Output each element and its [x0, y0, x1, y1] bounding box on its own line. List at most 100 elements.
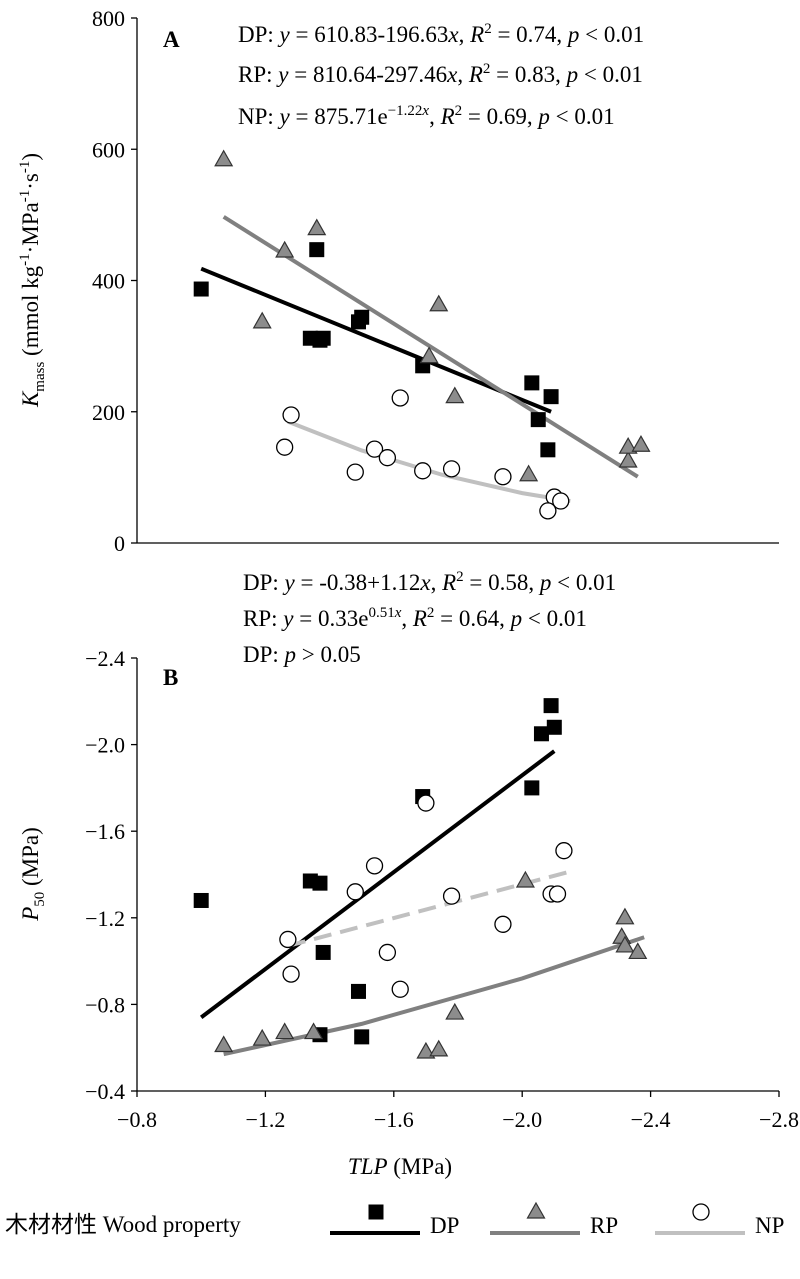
- point: [391, 389, 409, 407]
- point: [365, 440, 384, 458]
- y-axis-label: P50 (MPa): [18, 827, 48, 922]
- text-part: 2: [427, 605, 435, 621]
- point: [307, 218, 327, 236]
- equation: RP: y = 810.64-297.46x, R2 = 0.83, p < 0…: [238, 61, 643, 87]
- point: [618, 436, 638, 454]
- y-tick-label: −2.4: [85, 646, 125, 671]
- text-part: (MPa): [18, 827, 43, 892]
- x-tick-label: −0.8: [117, 1107, 157, 1132]
- point: [530, 412, 546, 428]
- point: [555, 842, 573, 860]
- text-part: 0.51: [368, 605, 394, 621]
- point: [312, 875, 328, 891]
- point: [350, 983, 366, 999]
- point: [417, 794, 435, 812]
- text-part: x: [446, 62, 458, 87]
- text-part: p: [538, 570, 552, 595]
- text-part: DP:: [238, 22, 280, 47]
- legend-label: RP: [590, 1213, 618, 1238]
- text-part: = 0.33e: [294, 606, 369, 631]
- trend-line: [287, 870, 568, 948]
- point: [279, 930, 297, 949]
- text-part: p: [283, 642, 297, 667]
- text-part: 50: [32, 892, 48, 907]
- text-part: ·s: [18, 173, 43, 190]
- text-part: = 0.58,: [464, 570, 540, 595]
- equation: RP: y = 0.33e0.51x, R2 = 0.64, p < 0.01: [243, 605, 587, 631]
- point: [315, 944, 331, 960]
- equation: NP: y = 875.71e−1.22x, R2 = 0.69, p < 0.…: [238, 103, 615, 129]
- point: [193, 892, 209, 908]
- text-part: 2: [455, 103, 463, 119]
- point: [282, 965, 300, 983]
- text-part: NP:: [238, 104, 280, 129]
- point: [282, 406, 300, 424]
- panel-label: B: [163, 665, 178, 690]
- text-part: R: [441, 570, 456, 595]
- text-part: ): [18, 153, 43, 161]
- text-part: R: [440, 104, 455, 129]
- text-part: y: [278, 22, 291, 47]
- point: [214, 1035, 234, 1053]
- legend-label: DP: [430, 1213, 459, 1238]
- text-part: > 0.05: [296, 642, 361, 667]
- point: [442, 460, 461, 478]
- point: [378, 943, 397, 962]
- point: [445, 386, 465, 404]
- x-tick-label: −2.4: [631, 1107, 671, 1132]
- text-part: < 0.01: [551, 570, 616, 595]
- text-part: = 810.64-297.46: [289, 62, 448, 87]
- point: [276, 438, 294, 456]
- legend-marker: [526, 1201, 546, 1219]
- legend-marker: [692, 1203, 710, 1221]
- legend-title: 木材材性 Wood property: [5, 1212, 241, 1237]
- text-part: = 0.69,: [462, 104, 538, 129]
- y-tick-label: 0: [114, 531, 125, 556]
- y-tick-label: −0.4: [85, 1079, 125, 1104]
- text-part: y: [278, 104, 291, 129]
- point: [548, 885, 567, 903]
- point: [445, 1002, 465, 1020]
- point: [429, 1039, 449, 1057]
- text-part: 2: [484, 21, 492, 37]
- x-tick-label: −2.8: [759, 1107, 799, 1132]
- point: [429, 294, 449, 312]
- text-part: R: [469, 22, 484, 47]
- text-part: 2: [483, 61, 491, 77]
- x-tick-label: −1.2: [245, 1107, 285, 1132]
- point: [378, 449, 397, 467]
- text-part: p: [565, 62, 579, 87]
- text-part: ,: [429, 104, 441, 129]
- point: [543, 389, 559, 405]
- text-part: -1: [17, 253, 33, 266]
- point: [193, 281, 209, 297]
- text-part: < 0.01: [578, 62, 643, 87]
- point: [533, 726, 549, 742]
- y-tick-label: 800: [92, 6, 125, 31]
- text-part: -1: [17, 190, 33, 203]
- trend-line: [199, 749, 556, 1019]
- y-tick-label: 400: [92, 269, 125, 294]
- text-part: x: [419, 570, 431, 595]
- point: [214, 149, 234, 167]
- point: [391, 980, 409, 998]
- point: [416, 1041, 436, 1059]
- y-axis-label: Kmass (mmol kg-1·MPa-1·s-1): [17, 153, 48, 408]
- y-tick-label: 600: [92, 137, 125, 162]
- point: [346, 463, 364, 481]
- panel-label: A: [163, 27, 180, 52]
- text-part: DP:: [243, 570, 285, 595]
- text-part: -1: [17, 161, 33, 174]
- text-part: y: [283, 570, 296, 595]
- text-part: y: [276, 62, 289, 87]
- legend-marker: [368, 1204, 384, 1220]
- text-part: 2: [456, 569, 464, 585]
- point: [615, 907, 635, 925]
- text-part: K: [18, 390, 43, 408]
- text-part: x: [394, 605, 402, 621]
- point: [252, 311, 272, 329]
- text-part: (mmol kg: [18, 265, 43, 361]
- equation: DP: y = -0.38+1.12x, R2 = 0.58, p < 0.01: [243, 569, 616, 595]
- text-part: < 0.01: [522, 606, 587, 631]
- trend-line: [287, 419, 571, 503]
